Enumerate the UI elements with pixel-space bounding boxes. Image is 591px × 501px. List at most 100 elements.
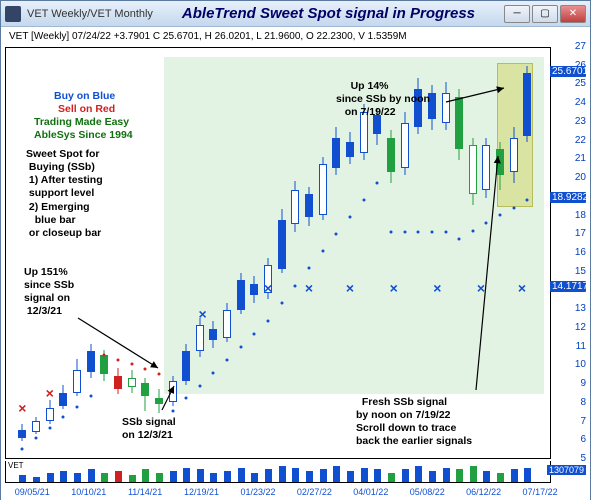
trail-dot [157,372,160,375]
price-chart[interactable]: ××××××××××Buy on BlueSell on RedTrading … [5,47,551,459]
trail-dot [471,230,474,233]
candle [209,321,217,347]
x-mark: × [346,280,354,296]
trail-dot [512,206,515,209]
candle [278,209,286,273]
volume-bar [429,471,436,482]
x-mark: × [18,400,26,416]
y-highlight: 18.9282 [550,192,586,203]
volume-bar [60,471,67,482]
trail-dot [294,284,297,287]
window-title-left: VET Weekly/VET Monthly [27,8,153,20]
trail-dot [348,216,351,219]
volume-bar [483,471,490,482]
candle [523,66,531,142]
trail-dot [499,214,502,217]
candle [496,142,504,191]
volume-bar [497,473,504,482]
trail-dot [35,437,38,440]
trail-dot [526,198,529,201]
volume-bar [347,471,354,482]
trail-dot [362,198,365,201]
candle [46,400,54,424]
trail-dot [308,267,311,270]
volume-bar [333,466,340,482]
candle [469,138,477,205]
y-tick: 20 [550,172,586,183]
volume-bar [279,466,286,482]
trail-dot [130,363,133,366]
annotation: Fresh SSb signal by noon on 7/19/22 Scro… [356,396,472,449]
candle [401,112,409,176]
y-tick: 23 [550,116,586,127]
volume-bar [210,473,217,482]
candle [482,138,490,198]
y-tick: 16 [550,247,586,258]
volume-bar [101,473,108,482]
candle [510,127,518,183]
x-tick: 10/10/21 [71,487,106,497]
titlebar[interactable]: VET Weekly/VET Monthly AbleTrend Sweet S… [1,1,590,27]
trail-dot [376,181,379,184]
close-button[interactable]: ✕ [560,5,586,23]
volume-bar [156,473,163,482]
trail-dot [321,250,324,253]
y-tick: 15 [550,266,586,277]
x-tick: 11/14/21 [128,487,162,497]
trail-dot [21,447,24,450]
app-icon [5,6,21,22]
y-tick: 10 [550,359,586,370]
volume-bar [170,471,177,482]
trail-dot [75,405,78,408]
candle [59,385,67,409]
candle [32,417,40,434]
volume-bar [129,475,136,482]
volume-bar [524,468,531,482]
candle [455,89,463,160]
trail-dot [226,358,229,361]
candle [196,318,204,357]
volume-bar [115,471,122,482]
trail-dot [103,354,106,357]
trail-dot [267,320,270,323]
volume-bar [470,466,477,482]
trail-dot [48,426,51,429]
trail-dot [403,230,406,233]
maximize-button[interactable]: ▢ [532,5,558,23]
trail-dot [335,233,338,236]
x-tick: 07/17/22 [523,487,558,497]
y-axis: 5678910111213141516171819202122232425262… [550,47,586,459]
volume-strip: VET [5,461,551,483]
volume-bar [251,473,258,482]
trail-dot [280,301,283,304]
volume-bar [265,469,272,482]
annotation: Trading Made Easy AbleSys Since 1994 [34,116,133,142]
candle [128,370,136,392]
volume-bar [197,469,204,482]
volume-bar [74,473,81,482]
volume-bar [224,471,231,482]
y-tick: 6 [550,434,586,445]
trail-dot [253,333,256,336]
x-mark: × [264,280,272,296]
y-tick: 7 [550,416,586,427]
x-mark: × [198,306,206,322]
volume-bar [88,469,95,482]
volume-bar [238,468,245,482]
candle [87,344,95,378]
trail-dot [89,395,92,398]
trail-dot [62,416,65,419]
volume-bar [19,475,26,482]
annotation: Sell on Red [58,103,115,116]
y-tick: 9 [550,378,586,389]
x-axis: 09/05/2110/10/2111/14/2112/19/2101/23/22… [5,487,551,499]
volume-bar [361,468,368,482]
y-tick: 11 [550,341,586,352]
trail-dot [171,410,174,413]
y-tick: 18 [550,210,586,221]
volume-bar [415,466,422,482]
candle [73,359,81,396]
candle [346,132,354,164]
trail-dot [389,230,392,233]
minimize-button[interactable]: ─ [504,5,530,23]
